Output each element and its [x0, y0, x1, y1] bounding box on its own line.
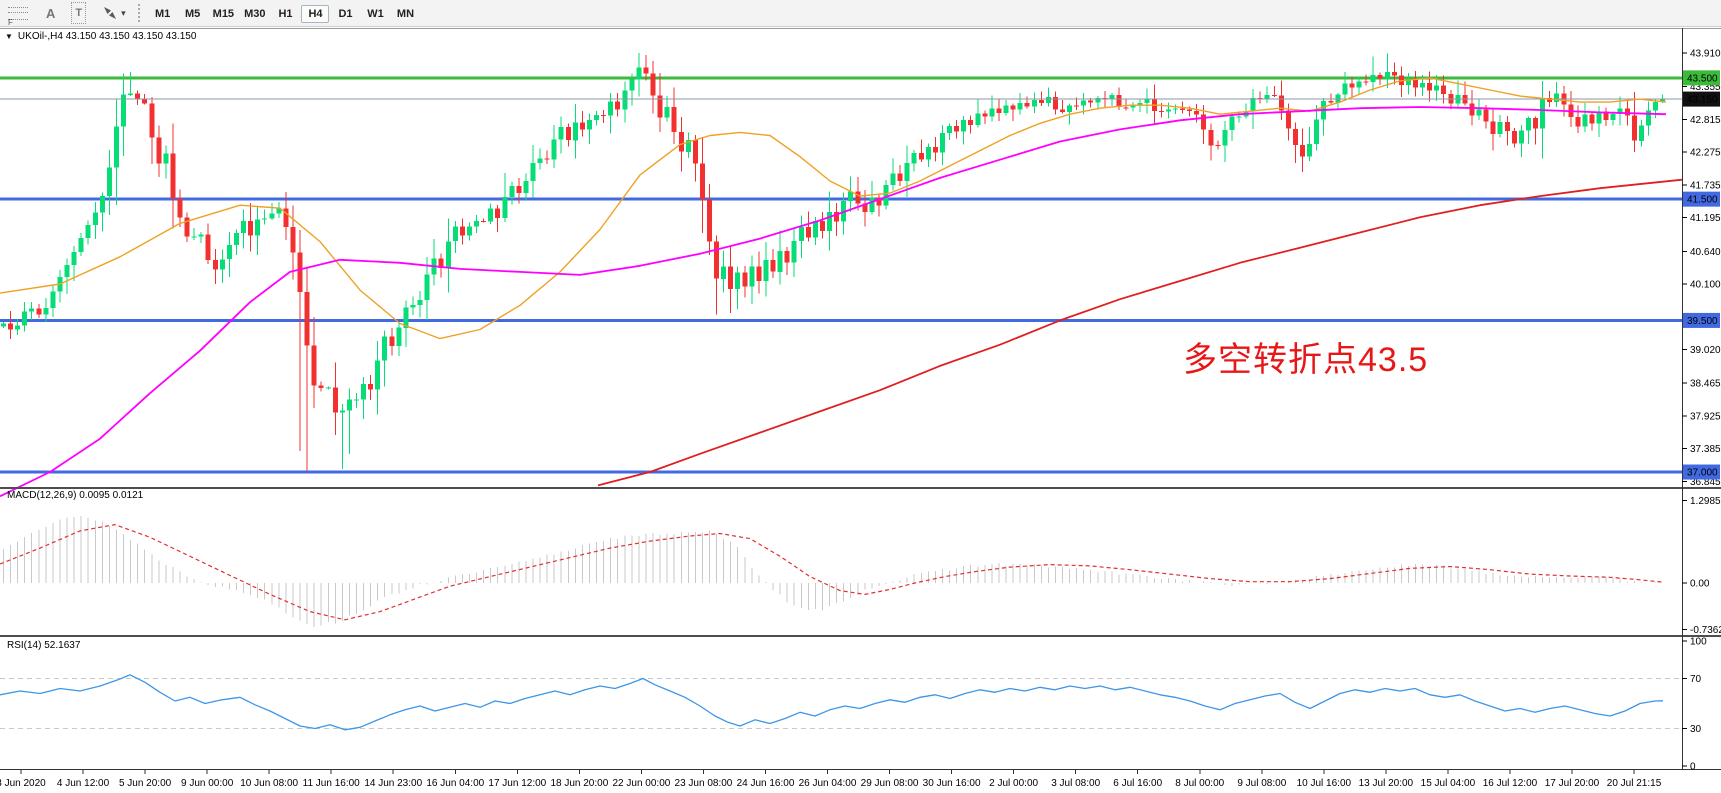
timeframe-button-H1[interactable]: H1	[278, 7, 293, 20]
toolbar: F A T ▾ M1 M5 M15 M30 H1 H4 D1 W1 MN	[0, 0, 1721, 27]
time-tick-label: 16 Jul 12:00	[1483, 778, 1538, 789]
time-tick-label: 9 Jul 08:00	[1237, 778, 1286, 789]
time-tick-label: 5 Jun 20:00	[119, 778, 172, 789]
ma-slow-red[interactable]	[597, 178, 1683, 487]
macd-rsi-separator[interactable]	[0, 635, 1721, 637]
time-tick-label: 10 Jun 08:00	[240, 778, 298, 789]
text-label-tool-icon[interactable]: T	[71, 2, 87, 24]
arrows-glyph-icon	[104, 7, 117, 19]
time-tick-label: 24 Jun 16:00	[737, 778, 795, 789]
time-tick-label: 20 Jul 21:15	[1607, 778, 1662, 789]
price-tick-label: 37.925	[1690, 411, 1721, 422]
price-tick-label: 42.815	[1690, 115, 1721, 126]
time-tick-label: 26 Jun 04:00	[799, 778, 857, 789]
rsi-indicator-label: RSI(14) 52.1637	[7, 640, 81, 651]
timeframe-button-M30[interactable]: M30	[244, 7, 266, 20]
rsi-tick-label: 100	[1690, 637, 1707, 648]
timeframe-button-W1[interactable]: W1	[367, 7, 384, 20]
fibonacci-tool-icon[interactable]: F	[8, 6, 28, 27]
time-tick-label: 29 Jun 08:00	[861, 778, 919, 789]
time-tick-label: 13 Jul 20:00	[1359, 778, 1414, 789]
timeframe-button-D1[interactable]: D1	[338, 7, 353, 20]
toolbar-separator-grip	[137, 4, 140, 22]
macd-tick-label: 1.2985	[1690, 496, 1721, 507]
price-tick-label: 43.355	[1690, 82, 1721, 93]
price-tick-label: 37.385	[1690, 444, 1721, 455]
chart-annotation-text: 多空转折点43.5	[1183, 341, 1429, 379]
time-tick-label: 9 Jun 00:00	[181, 778, 234, 789]
price-tick-label: 39.020	[1690, 345, 1721, 356]
rsi-pane: 100 70 30 0	[0, 637, 1707, 773]
price-badge-43.500: 43.500	[1683, 70, 1720, 86]
time-tick-label: 4 Jun 12:00	[57, 778, 110, 789]
macd-signal-line[interactable]	[0, 523, 1664, 621]
pane-borders	[0, 28, 1721, 770]
ma-medium-magenta[interactable]	[0, 106, 1667, 498]
macd-tick-label: 0.00	[1690, 579, 1710, 590]
time-tick-label: 22 Jun 00:00	[612, 778, 670, 789]
time-tick-label: 23 Jun 08:00	[675, 778, 733, 789]
time-tick-label: 18 Jun 20:00	[550, 778, 608, 789]
time-tick-label: 17 Jun 12:00	[488, 778, 546, 789]
time-tick-label: 8 Jul 00:00	[1175, 778, 1224, 789]
rsi-line[interactable]	[0, 674, 1664, 731]
rsi-tick-label: 0	[1690, 762, 1696, 773]
ohlc-readout[interactable]: ▼ UKOil-,H4 43.150 43.150 43.150 43.150	[5, 31, 196, 42]
timeframe-toolbar: M1 M5 M15 M30 H1 H4 D1 W1 MN	[148, 4, 421, 23]
svg-text:43.500: 43.500	[1687, 73, 1718, 84]
time-tick-label: 14 Jun 23:00	[364, 778, 422, 789]
price-badge-41.500: 41.500	[1683, 191, 1720, 207]
macd-pane: 1.2985 0.00 -0.7362	[0, 496, 1721, 636]
price-tick-label: 40.100	[1690, 280, 1721, 291]
chart-window: 43.910 43.355 42.815 42.275 41.735 41.195 40.6…	[0, 28, 1721, 793]
svg-text:43.150: 43.150	[1687, 95, 1718, 106]
macd-tick-label: -0.7362	[1690, 625, 1721, 636]
time-tick-label: 3 Jun 2020	[0, 778, 46, 789]
timeframe-button-H4[interactable]: H4	[301, 4, 330, 23]
time-tick-label: 6 Jul 16:00	[1113, 778, 1162, 789]
time-axis[interactable]: 3 Jun 2020 4 Jun 12:00 5 Jun 20:00 9 Jun 00…	[0, 769, 1662, 789]
chart-background	[0, 28, 1721, 793]
timeframe-button-M5[interactable]: M5	[185, 7, 201, 20]
price-badge-43.150: 43.150	[1683, 91, 1720, 107]
price-badge-39.500: 39.500	[1683, 312, 1720, 328]
price-tick-label: 41.195	[1690, 213, 1721, 224]
price-tick-label: 42.275	[1690, 148, 1721, 159]
price-tick-label: 40.640	[1690, 247, 1721, 258]
symbol-ohlc-text: UKOil-,H4 43.150 43.150 43.150 43.150	[17, 31, 197, 42]
macd-indicator-label: MACD(12,26,9) 0.0095 0.0121	[7, 490, 144, 501]
svg-text:37.000: 37.000	[1687, 468, 1718, 479]
timeframe-button-MN[interactable]: MN	[396, 7, 415, 20]
rsi-tick-label: 30	[1690, 724, 1702, 735]
ma-fast-orange[interactable]	[0, 77, 1667, 340]
time-tick-label: 30 Jun 16:00	[923, 778, 981, 789]
time-tick-label: 3 Jul 08:00	[1051, 778, 1100, 789]
dropdown-caret-icon[interactable]: ▾	[121, 7, 126, 18]
timeframe-button-M15[interactable]: M15	[212, 7, 235, 20]
price-tick-label: 43.910	[1690, 49, 1721, 60]
price-tick-label: 41.735	[1690, 180, 1721, 191]
rsi-tick-label: 70	[1690, 674, 1702, 685]
time-tick-label: 10 Jul 16:00	[1297, 778, 1352, 789]
price-badge-37.000: 37.000	[1683, 464, 1720, 480]
arrows-tool-icon[interactable]: ▾	[102, 3, 126, 23]
time-tick-label: 11 Jun 16:00	[303, 778, 361, 789]
price-axis[interactable]: 43.910 43.355 42.815 42.275 41.735 41.195 40.6…	[1682, 49, 1721, 488]
time-tick-label: 2 Jul 00:00	[989, 778, 1038, 789]
time-tick-label: 17 Jul 20:00	[1545, 778, 1600, 789]
timeframe-button-M1[interactable]: M1	[155, 7, 171, 20]
symbol-dropdown-icon[interactable]: ▼	[5, 32, 13, 41]
price-tick-label: 36.845	[1690, 477, 1721, 488]
svg-text:41.500: 41.500	[1687, 195, 1718, 206]
time-tick-label: 15 Jul 04:00	[1421, 778, 1476, 789]
time-tick-label: 16 Jun 04:00	[426, 778, 484, 789]
svg-text:39.500: 39.500	[1687, 316, 1718, 327]
text-tool-icon[interactable]: A	[46, 5, 56, 21]
price-tick-label: 38.465	[1690, 379, 1721, 390]
main-macd-separator[interactable]	[0, 487, 1721, 489]
chart-canvas[interactable]: 43.910 43.355 42.815 42.275 41.735 41.195 40.6…	[0, 28, 1721, 793]
